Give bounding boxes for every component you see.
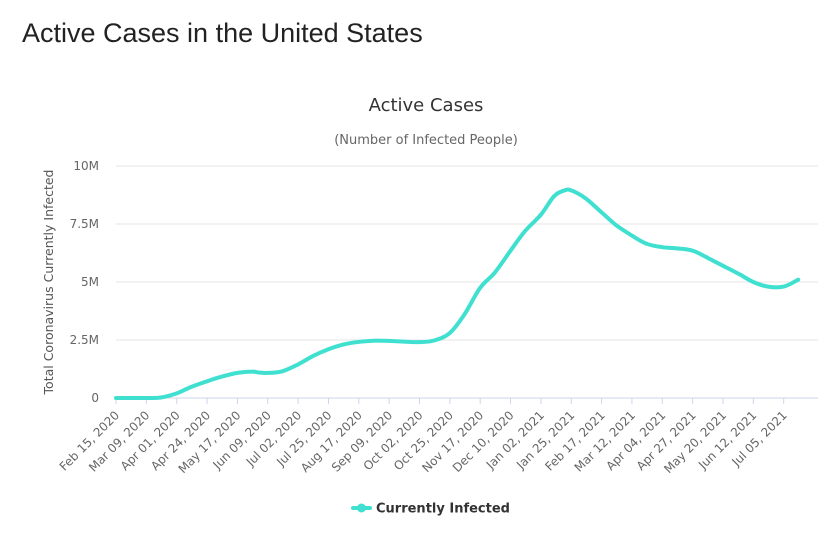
data-point[interactable] [219,374,224,379]
data-point[interactable] [675,246,679,251]
data-point[interactable] [310,354,315,359]
legend-label-currently-infected[interactable]: Currently Infected [376,502,510,517]
data-point[interactable] [432,338,436,343]
data-point[interactable] [280,369,285,374]
data-point[interactable] [448,331,452,335]
data-point[interactable] [478,286,483,290]
data-point[interactable] [235,371,240,375]
data-point[interactable] [705,255,709,260]
data-point[interactable] [737,272,741,276]
y-tick-label: 7.5M [70,217,99,231]
data-point[interactable] [462,312,467,317]
chart-title: Active Cases [369,95,484,116]
data-point[interactable] [341,342,345,347]
data-point[interactable] [766,284,770,289]
data-point[interactable] [114,396,118,400]
data-point[interactable] [690,248,695,253]
y-tick-label: 5M [81,275,99,289]
data-point[interactable] [614,223,618,227]
page-title: Active Cases in the United States [22,18,423,48]
data-point[interactable] [256,370,261,375]
data-point[interactable] [562,188,567,193]
legend-marker[interactable] [357,503,366,513]
data-point[interactable] [265,371,270,375]
data-point[interactable] [751,280,756,284]
data-point[interactable] [417,340,422,344]
data-point[interactable] [357,340,361,344]
data-point[interactable] [492,270,497,275]
data-point[interactable] [644,241,649,246]
data-point[interactable] [250,369,254,374]
data-point[interactable] [660,245,665,249]
data-point[interactable] [205,379,209,384]
data-point[interactable] [326,347,331,352]
data-point[interactable] [721,264,725,268]
data-point[interactable] [569,188,573,193]
gridlines [116,165,818,399]
data-point[interactable] [371,338,376,343]
data-point[interactable] [599,210,604,215]
data-point[interactable] [539,212,543,217]
data-point[interactable] [189,385,193,389]
data-point[interactable] [296,362,300,367]
series-group [114,187,801,401]
data-point[interactable] [552,194,556,198]
data-point[interactable] [401,339,406,344]
x-axis-ticks [115,398,785,404]
data-point[interactable] [144,396,149,400]
y-axis-title: Total Coronavirus Currently Infected [41,170,56,396]
data-point[interactable] [630,233,634,238]
y-axis-labels: 0 2.5M 5M 7.5M 10M [70,159,99,405]
y-tick-label: 0 [91,391,99,405]
data-point[interactable] [523,229,527,233]
data-point[interactable] [174,391,179,396]
series-line-0[interactable] [114,187,801,401]
y-tick-label: 10M [73,159,99,173]
data-point[interactable] [584,196,588,201]
y-tick-label: 2.5M [70,333,99,347]
data-point[interactable] [508,248,513,253]
data-point[interactable] [159,395,163,400]
data-point[interactable] [387,339,391,343]
chart-subtitle: (Number of Infected People) [334,133,518,148]
data-point[interactable] [796,277,800,282]
legend[interactable]: Currently Infected [351,502,510,517]
data-point[interactable] [781,284,786,289]
